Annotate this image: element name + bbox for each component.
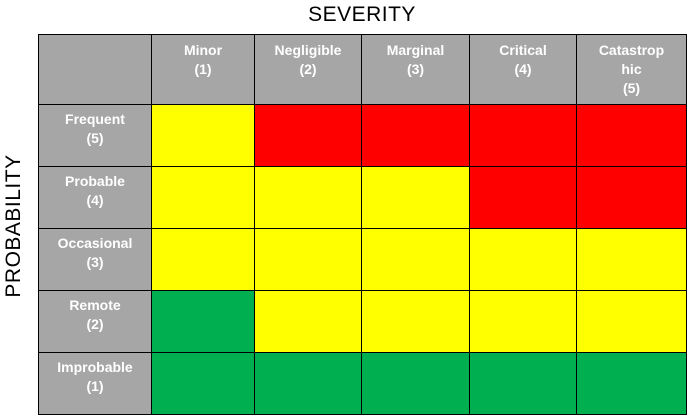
- probability-level: (1): [86, 378, 104, 394]
- corner-cell: [38, 34, 152, 105]
- severity-level: (2): [299, 61, 317, 77]
- risk-cell: [361, 352, 470, 415]
- risk-cell: [361, 228, 470, 291]
- severity-header-row: Minor (1) Negligible (2) Marginal (3) Cr…: [38, 34, 687, 105]
- severity-label: Critical: [499, 42, 547, 58]
- risk-cell: [254, 290, 362, 353]
- probability-header-remote: Remote (2): [38, 290, 152, 353]
- risk-cell: [361, 166, 470, 229]
- probability-row-improbable: Improbable (1): [38, 352, 687, 415]
- risk-cell: [151, 290, 255, 353]
- risk-cell: [151, 166, 255, 229]
- severity-level: (3): [406, 61, 425, 77]
- risk-cell: [576, 290, 687, 353]
- risk-cell: [576, 228, 687, 291]
- risk-cell: [469, 290, 577, 353]
- probability-level: (4): [86, 192, 104, 208]
- risk-cell: [576, 166, 687, 229]
- risk-cell: [151, 352, 255, 415]
- severity-label: Marginal: [386, 42, 445, 58]
- severity-header-minor: Minor (1): [151, 34, 255, 105]
- severity-axis-title: SEVERITY: [308, 3, 416, 26]
- probability-label: Improbable: [57, 359, 133, 375]
- probability-row-remote: Remote (2): [38, 290, 687, 353]
- probability-level: (3): [86, 254, 104, 270]
- severity-label-line1: Catastrop: [598, 42, 665, 58]
- probability-header-probable: Probable (4): [38, 166, 152, 229]
- probability-header-occasional: Occasional (3): [38, 228, 152, 291]
- risk-cell: [469, 352, 577, 415]
- probability-row-probable: Probable (4): [38, 166, 687, 229]
- risk-cell: [254, 104, 362, 167]
- probability-label: Probable: [65, 173, 125, 189]
- severity-header-critical: Critical (4): [469, 34, 577, 105]
- severity-header-catastrophic: Catastrop hic (5): [576, 34, 687, 105]
- probability-header-improbable: Improbable (1): [38, 352, 152, 415]
- risk-cell: [254, 166, 362, 229]
- risk-cell: [469, 166, 577, 229]
- probability-axis-title: PROBABILITY: [2, 154, 25, 298]
- risk-cell: [151, 228, 255, 291]
- probability-row-occasional: Occasional (3): [38, 228, 687, 291]
- risk-matrix: Minor (1) Negligible (2) Marginal (3) Cr…: [38, 34, 687, 415]
- risk-cell: [361, 290, 470, 353]
- severity-header-marginal: Marginal (3): [361, 34, 470, 105]
- probability-level: (5): [86, 130, 104, 146]
- probability-label: Frequent: [65, 111, 125, 127]
- severity-label: Minor: [183, 42, 223, 58]
- severity-header-negligible: Negligible (2): [254, 34, 362, 105]
- severity-label-line2: hic: [621, 61, 642, 77]
- probability-label: Occasional: [57, 235, 133, 251]
- probability-header-frequent: Frequent (5): [38, 104, 152, 167]
- risk-cell: [254, 228, 362, 291]
- risk-cell: [254, 352, 362, 415]
- risk-cell: [576, 352, 687, 415]
- risk-cell: [576, 104, 687, 167]
- severity-level: (1): [194, 61, 212, 77]
- probability-row-frequent: Frequent (5): [38, 104, 687, 167]
- probability-label: Remote: [69, 297, 121, 313]
- probability-level: (2): [86, 316, 104, 332]
- severity-level: (4): [514, 61, 532, 77]
- risk-cell: [361, 104, 470, 167]
- risk-cell: [469, 228, 577, 291]
- severity-level: (5): [622, 80, 641, 96]
- severity-label: Negligible: [274, 42, 342, 58]
- risk-cell: [151, 104, 255, 167]
- risk-cell: [469, 104, 577, 167]
